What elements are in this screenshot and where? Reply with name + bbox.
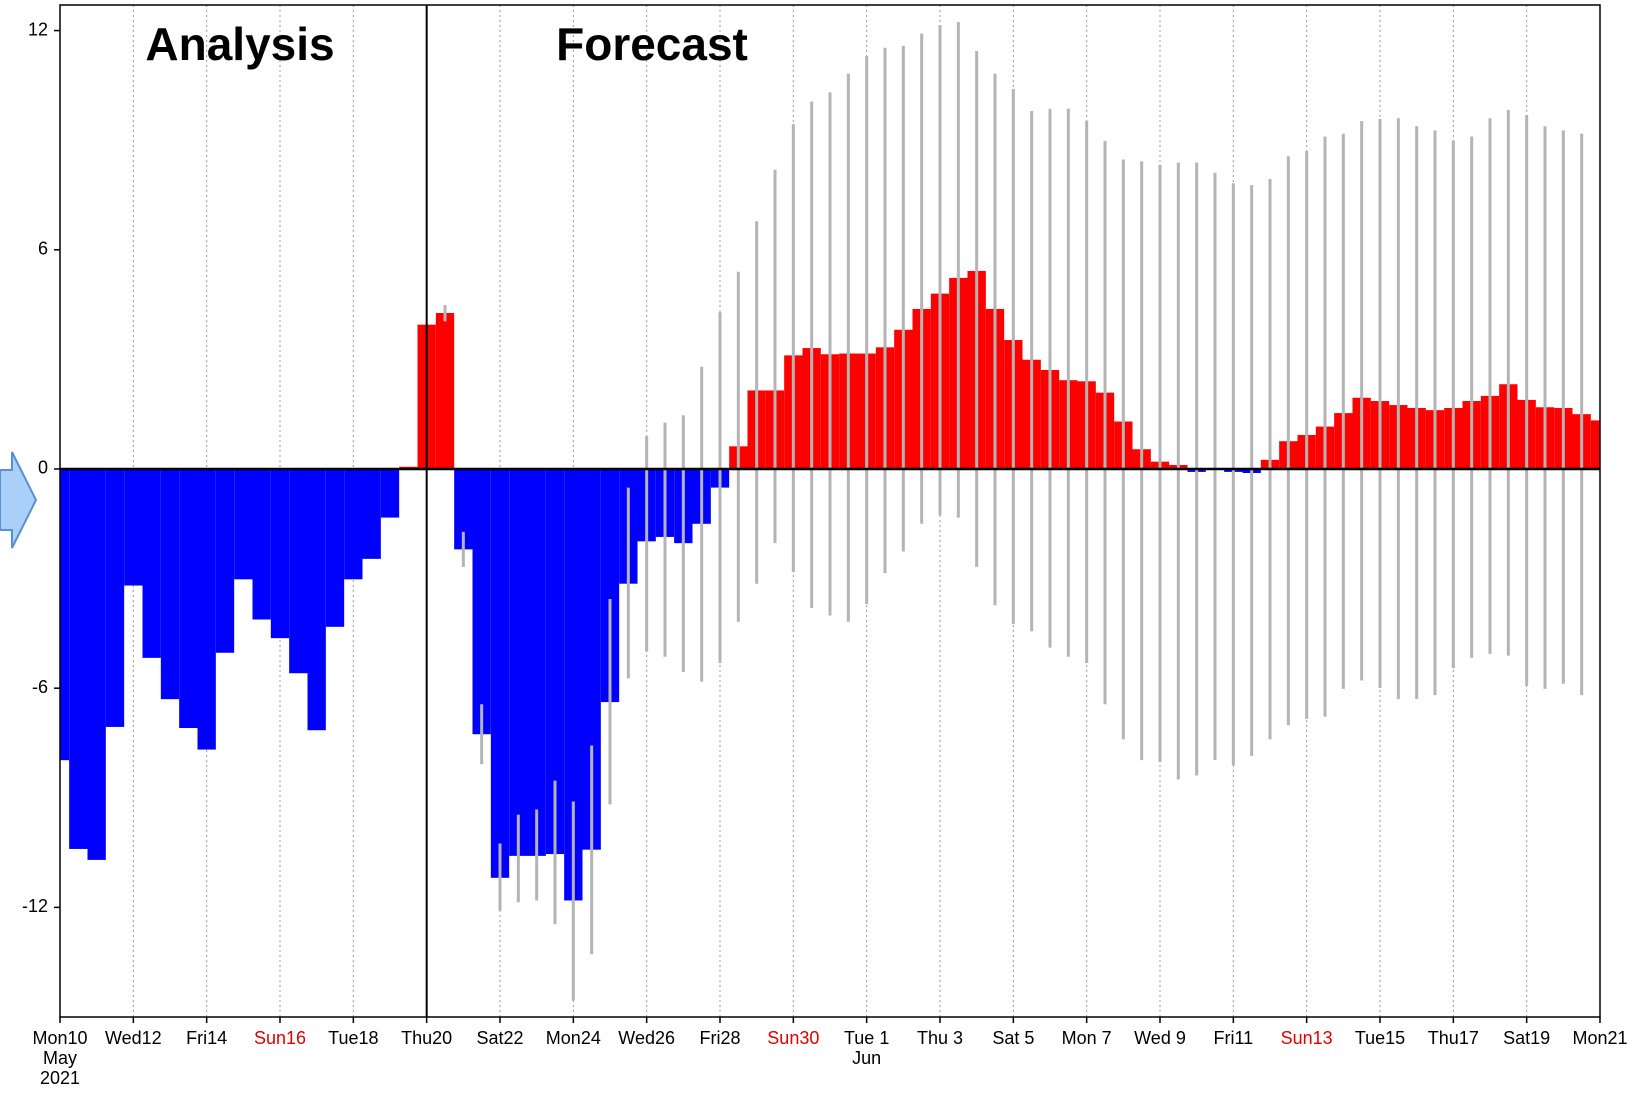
x-tick-label: Thu 3 <box>917 1028 963 1048</box>
x-tick-label: Mon24 <box>546 1028 601 1048</box>
x-tick-label: Sat 5 <box>992 1028 1034 1048</box>
bar <box>490 468 510 878</box>
x-tick-label: Thu17 <box>1428 1028 1479 1048</box>
bar <box>564 468 583 901</box>
bar <box>105 468 125 727</box>
bar <box>545 468 565 855</box>
bar <box>454 468 473 550</box>
y-tick-label: -6 <box>32 677 48 697</box>
bar <box>234 468 253 580</box>
plot-area <box>60 5 1600 1017</box>
y-tick-label: 12 <box>28 19 48 39</box>
x-tick-label: Tue18 <box>328 1028 378 1048</box>
bar <box>60 468 70 761</box>
bar <box>600 468 620 703</box>
x-tick-label: Sat19 <box>1503 1028 1550 1048</box>
x-tick-label: Tue 1 <box>844 1028 889 1048</box>
bar <box>380 468 400 518</box>
annotation: Analysis <box>145 18 334 70</box>
plot-frame <box>59 4 1601 1018</box>
bar <box>252 468 271 620</box>
annotation: Forecast <box>556 18 748 70</box>
x-tick-label: Mon 7 <box>1062 1028 1112 1048</box>
x-tick-label: Fri14 <box>186 1028 227 1048</box>
bar <box>582 468 601 850</box>
bar <box>1590 420 1600 469</box>
bar <box>179 468 198 729</box>
y-tick-label: 6 <box>38 239 48 259</box>
bar <box>435 312 455 469</box>
bar <box>344 468 363 580</box>
bar <box>160 468 180 700</box>
x-tick-label: Sat22 <box>476 1028 523 1048</box>
x-tick-label: Sun30 <box>767 1028 819 1048</box>
bar <box>215 468 235 653</box>
x-tick-label: Thu20 <box>401 1028 452 1048</box>
x-tick-sublabel: 2021 <box>40 1068 80 1088</box>
x-tick-label: Wed12 <box>105 1028 162 1048</box>
bar <box>527 468 546 856</box>
x-tick-sublabel: Jun <box>852 1048 881 1068</box>
x-tick-sublabel: May <box>43 1048 77 1068</box>
x-tick-label: Mon10 <box>32 1028 87 1048</box>
bar <box>270 468 290 639</box>
x-tick-label: Fri28 <box>699 1028 740 1048</box>
bar <box>87 468 106 860</box>
bar <box>289 468 308 674</box>
nav-arrow[interactable] <box>0 451 38 549</box>
bar <box>362 468 381 559</box>
x-tick-label: Fri11 <box>1213 1028 1253 1048</box>
y-tick-label: 0 <box>38 458 48 478</box>
bar <box>197 468 216 750</box>
bar <box>325 468 345 627</box>
x-tick-label: Wed26 <box>618 1028 675 1048</box>
bar <box>69 468 88 849</box>
bar <box>307 468 326 731</box>
x-tick-label: Sun16 <box>254 1028 306 1048</box>
x-tick-label: Sun13 <box>1281 1028 1333 1048</box>
bar <box>142 468 161 658</box>
bar <box>509 468 528 856</box>
x-tick-label: Mon21 <box>1572 1028 1627 1048</box>
bar <box>124 468 143 586</box>
bar <box>472 468 491 735</box>
y-tick-label: -12 <box>22 896 48 916</box>
x-tick-label: Wed 9 <box>1134 1028 1186 1048</box>
x-tick-label: Tue15 <box>1355 1028 1405 1048</box>
